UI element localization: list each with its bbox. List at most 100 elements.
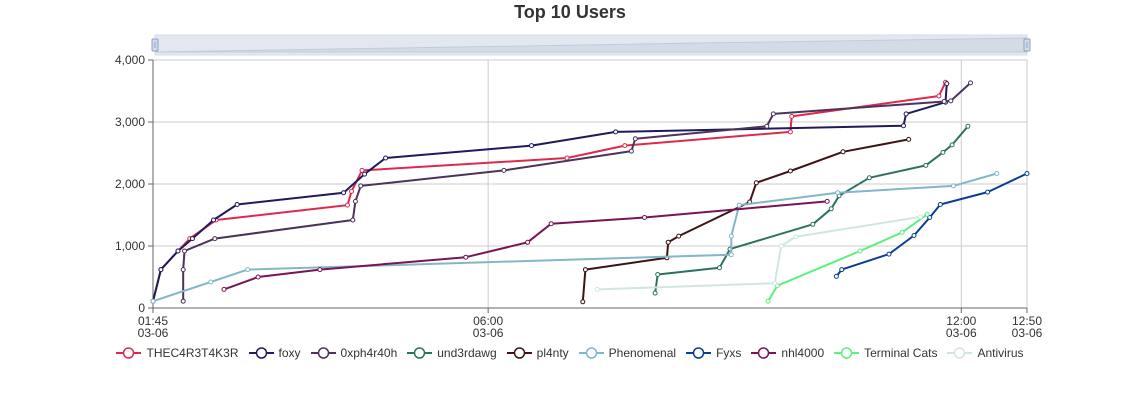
data-point — [717, 265, 722, 271]
data-point — [765, 298, 771, 304]
series-0xph4r40h — [180, 80, 973, 304]
series-Terminal Cats — [765, 211, 930, 304]
data-point — [772, 280, 778, 286]
data-point — [927, 215, 933, 220]
data-point — [866, 175, 872, 181]
legend-item[interactable]: und3rdawg — [407, 346, 497, 360]
data-point — [594, 286, 600, 292]
axes: 01,0002,0003,0004,00001:4503-0606:0003-0… — [115, 53, 1043, 340]
data-point — [968, 80, 973, 86]
data-point — [789, 113, 795, 119]
data-point — [175, 248, 181, 254]
data-zoom-right-handle[interactable] — [1023, 38, 1031, 52]
data-point — [180, 267, 186, 273]
data-point — [906, 136, 912, 142]
legend-item[interactable]: Terminal Cats — [834, 346, 937, 360]
series-group — [150, 79, 1030, 305]
data-point — [778, 243, 784, 249]
legend-marker-icon — [834, 347, 860, 359]
series-line — [767, 213, 928, 302]
legend-label: foxy — [278, 346, 301, 360]
series-line — [223, 200, 828, 291]
data-point — [728, 252, 734, 258]
data-point — [150, 298, 156, 304]
data-point — [676, 233, 682, 239]
data-point — [548, 221, 554, 227]
data-point — [833, 273, 839, 279]
legend-label: Phenomenal — [608, 346, 677, 360]
data-point — [840, 149, 846, 155]
data-point — [1024, 171, 1030, 176]
data-point — [839, 267, 845, 273]
series-pl4nty — [580, 136, 912, 305]
data-point — [628, 148, 634, 154]
legend-item[interactable]: nhl4000 — [751, 346, 824, 360]
series-Antivirus — [594, 214, 923, 292]
data-point — [940, 149, 946, 155]
legend-label: und3rdawg — [437, 346, 497, 360]
legend-label: Terminal Cats — [864, 346, 938, 360]
data-point — [234, 202, 240, 207]
data-point — [994, 171, 1000, 176]
data-point — [810, 221, 816, 227]
data-point — [463, 254, 469, 260]
legend-marker-icon — [116, 347, 142, 359]
data-point — [911, 233, 917, 238]
data-point — [824, 198, 830, 204]
data-point — [665, 239, 671, 245]
legend-marker-icon — [686, 347, 712, 359]
data-point — [899, 229, 905, 235]
legend-item[interactable]: pl4nty — [506, 346, 569, 360]
legend-item[interactable]: Phenomenal — [578, 346, 677, 360]
legend-item[interactable]: THEC4R3T4K3R — [116, 346, 239, 360]
data-point — [901, 123, 906, 129]
data-point — [352, 198, 358, 204]
data-point — [341, 190, 347, 196]
data-zoom-slider[interactable] — [151, 34, 1031, 56]
data-point — [918, 214, 923, 220]
legend-marker-icon — [310, 347, 336, 359]
data-point — [652, 290, 658, 296]
legend-marker-icon — [506, 347, 532, 359]
series-foxy — [150, 81, 950, 304]
legend: THEC4R3T4K3R foxy 0xph4r40h und3rdawg pl4nty… — [0, 343, 1140, 363]
data-point — [764, 123, 770, 129]
data-zoom-left-handle[interactable] — [151, 38, 159, 52]
legend-item[interactable]: Fyxs — [686, 346, 741, 360]
data-point — [787, 129, 793, 135]
legend-label: 0xph4r40h — [340, 346, 398, 360]
x-tick-label: 03-06 — [138, 326, 169, 340]
data-point — [221, 286, 227, 292]
data-point — [632, 136, 638, 142]
data-point — [359, 167, 365, 173]
data-point — [944, 81, 950, 87]
data-point — [835, 190, 841, 196]
series-line — [597, 215, 921, 291]
legend-marker-icon — [751, 347, 777, 359]
series-line — [835, 172, 1028, 278]
data-point — [936, 93, 942, 99]
data-point — [903, 111, 909, 117]
data-point — [345, 202, 350, 208]
grid — [152, 59, 1028, 308]
data-point — [924, 211, 930, 217]
series-Phenomenal — [150, 171, 1000, 304]
legend-item[interactable]: foxy — [248, 346, 301, 360]
data-point — [622, 143, 628, 149]
x-tick-label: 03-06 — [946, 326, 977, 340]
y-tick-label: 4,000 — [115, 53, 145, 67]
y-tick-label: 3,000 — [115, 115, 145, 129]
data-point — [564, 155, 570, 161]
y-tick-label: 0 — [138, 301, 145, 315]
data-point — [582, 267, 588, 273]
data-point — [580, 299, 586, 305]
series-nhl4000 — [221, 198, 830, 292]
data-point — [753, 180, 759, 186]
legend-item[interactable]: 0xph4r40h — [310, 346, 398, 360]
series-Fyxs — [833, 171, 1030, 279]
legend-item[interactable]: Antivirus — [947, 346, 1024, 360]
data-point — [212, 236, 218, 242]
data-point — [770, 111, 776, 117]
data-point — [211, 217, 216, 223]
